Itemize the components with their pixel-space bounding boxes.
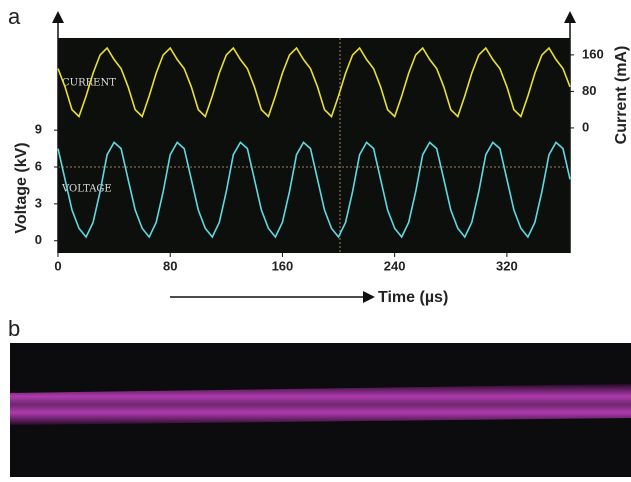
trace — [57, 141, 571, 239]
panel-label: b — [8, 316, 20, 341]
x-tick-label: 240 — [384, 258, 406, 273]
x-tick-label: 80 — [163, 258, 177, 273]
plasma-tube — [10, 384, 631, 425]
trace — [57, 46, 571, 118]
panel-label: a — [8, 4, 21, 29]
y-tick-label: 0 — [35, 232, 42, 247]
scope-screen — [58, 38, 570, 253]
x-tick-label: 160 — [272, 258, 294, 273]
y-tick-label: 9 — [35, 122, 42, 137]
x-axis-label: Time (µs) — [378, 289, 448, 306]
x-tick-label: 320 — [496, 258, 518, 273]
y-tick-label: 3 — [35, 195, 42, 210]
y2-tick-label: 0 — [582, 119, 589, 134]
y2-tick-label: 80 — [582, 83, 596, 98]
x-tick-label: 0 — [54, 258, 61, 273]
y2-tick-label: 160 — [582, 46, 604, 61]
y2-axis-label: Current (mA) — [613, 46, 630, 145]
y-axis-label: Voltage (kV) — [13, 142, 30, 233]
annotation: VOLTAGE — [61, 184, 112, 195]
annotation: CURRENT — [62, 78, 116, 89]
y-tick-label: 6 — [35, 158, 42, 173]
